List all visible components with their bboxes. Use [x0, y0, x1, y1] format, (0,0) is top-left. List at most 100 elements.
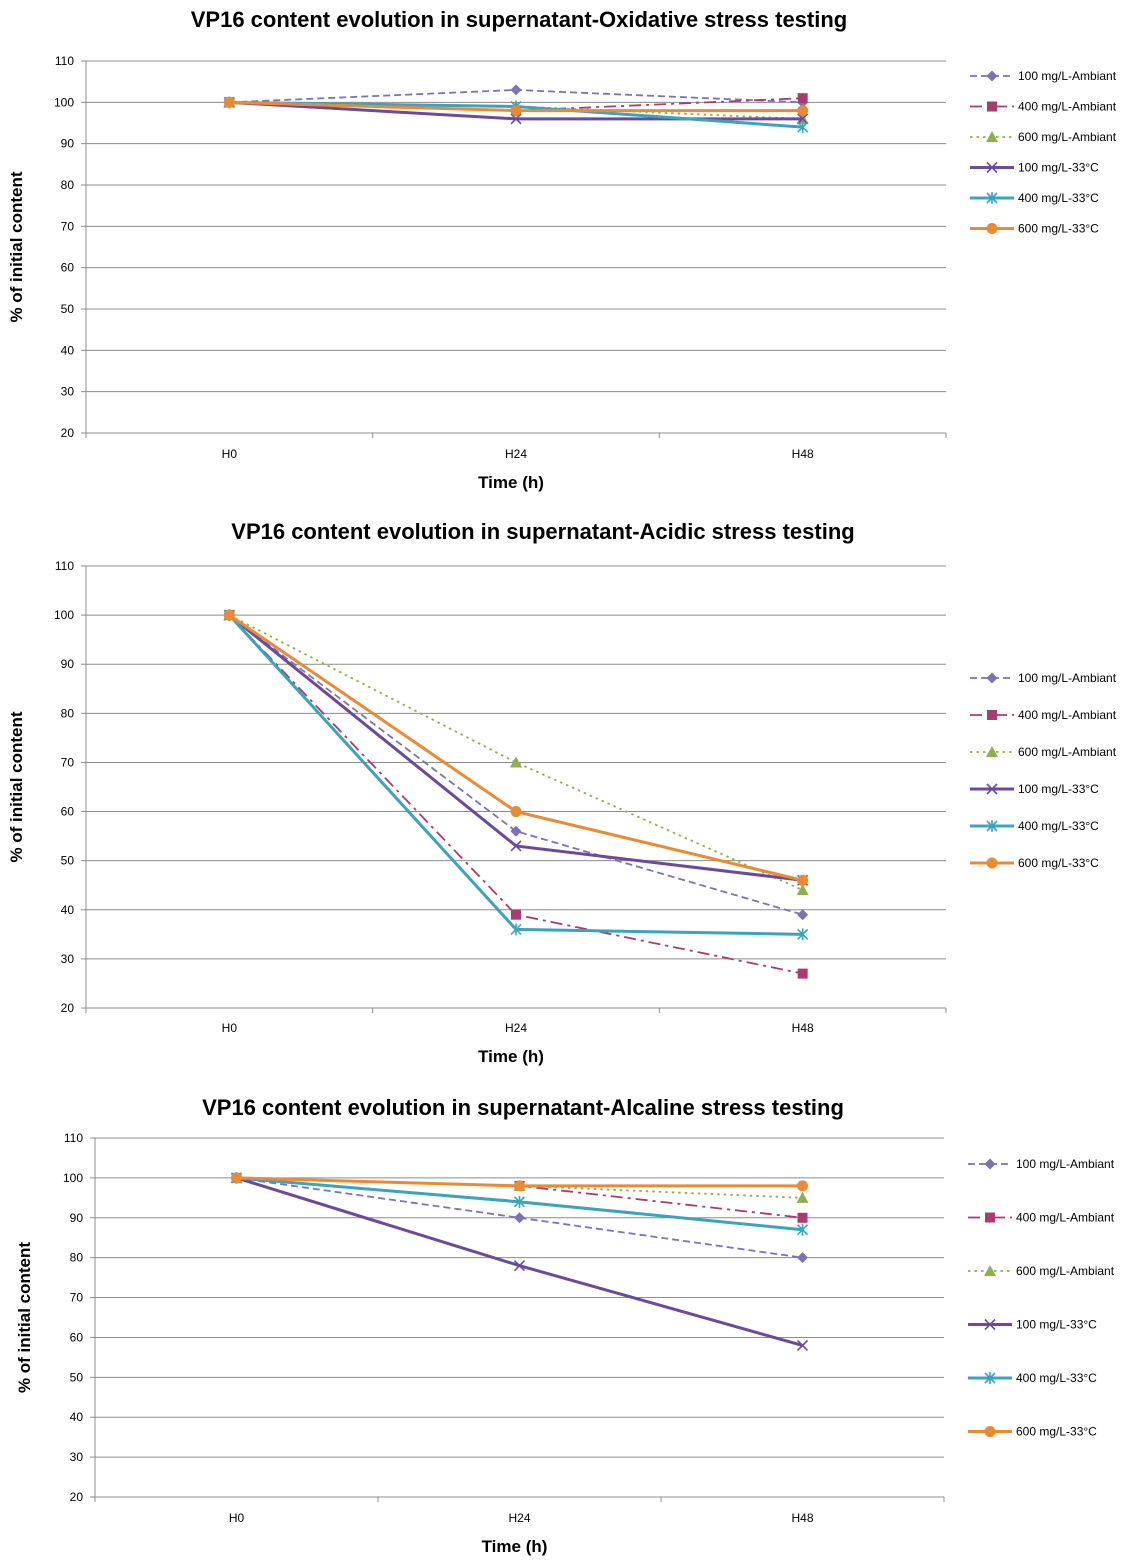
- chart-title: VP16 content evolution in supernatant-Ac…: [231, 519, 854, 544]
- chart-1: VP16 content evolution in supernatant-Ac…: [7, 519, 1117, 1066]
- data-point-marker: [510, 105, 522, 117]
- legend-marker: [986, 820, 998, 832]
- data-point-marker: [511, 909, 521, 920]
- series-2: [223, 609, 809, 896]
- y-tick-label: 30: [61, 385, 75, 399]
- data-point-marker: [514, 1212, 525, 1224]
- data-point-marker: [797, 1212, 808, 1223]
- y-tick-label: 70: [61, 219, 75, 233]
- y-tick-label: 100: [54, 608, 74, 622]
- legend-label: 600 mg/L-Ambiant: [1018, 130, 1117, 144]
- y-tick-label: 20: [70, 1490, 84, 1504]
- series-line: [228, 614, 804, 891]
- series-3: [223, 609, 809, 886]
- data-point-marker: [510, 840, 522, 852]
- legend-label: 600 mg/L-33°C: [1016, 1425, 1097, 1439]
- data-point-marker: [796, 1223, 809, 1236]
- data-point-marker: [797, 1252, 808, 1264]
- legend-marker: [985, 1212, 995, 1223]
- data-point-marker: [797, 928, 809, 941]
- x-tick-label: H0: [229, 1511, 245, 1525]
- y-tick-label: 80: [70, 1251, 84, 1265]
- legend-marker: [986, 161, 998, 174]
- data-point-marker: [223, 609, 235, 621]
- y-axis-label: % of initial content: [7, 171, 26, 322]
- x-axis-label: Time (h): [478, 473, 544, 492]
- series-line: [228, 614, 803, 936]
- chart-2: VP16 content evolution in supernatant-Al…: [15, 1095, 1115, 1556]
- chart-title: VP16 content evolution in supernatant-Ox…: [191, 7, 847, 32]
- chart-0: VP16 content evolution in supernatant-Ox…: [7, 7, 1117, 492]
- y-tick-label: 60: [70, 1330, 84, 1344]
- y-tick-label: 110: [55, 54, 74, 68]
- x-axis-label: Time (h): [478, 1047, 544, 1066]
- legend-marker: [986, 131, 998, 142]
- y-axis-label: % of initial content: [7, 711, 26, 862]
- y-tick-label: 70: [70, 1291, 84, 1305]
- legend-label: 600 mg/L-Ambiant: [1018, 745, 1117, 759]
- legend-marker: [984, 1372, 996, 1384]
- legend-label: 400 mg/L-33°C: [1016, 1371, 1097, 1385]
- y-tick-label: 30: [61, 952, 75, 966]
- x-tick-label: H48: [791, 1511, 813, 1525]
- legend-label: 400 mg/L-Ambiant: [1018, 100, 1117, 114]
- series-line: [228, 614, 803, 975]
- series-5: [223, 609, 809, 886]
- legend-label: 100 mg/L-33°C: [1018, 782, 1099, 796]
- x-axis-label: Time (h): [482, 1537, 548, 1556]
- legend-marker: [986, 746, 998, 757]
- data-point-marker: [797, 909, 809, 921]
- legend-marker: [986, 783, 998, 795]
- y-tick-label: 20: [61, 1001, 75, 1015]
- data-point-marker: [514, 1180, 525, 1192]
- y-tick-label: 70: [61, 755, 75, 769]
- y-tick-label: 100: [54, 95, 74, 109]
- y-tick-label: 90: [70, 1211, 84, 1225]
- y-tick-label: 80: [61, 178, 75, 192]
- y-tick-label: 20: [61, 426, 75, 440]
- y-tick-label: 50: [70, 1370, 84, 1384]
- legend-label: 600 mg/L-33°C: [1018, 222, 1099, 236]
- data-point-marker: [797, 93, 808, 104]
- legend-label: 400 mg/L-33°C: [1018, 191, 1099, 205]
- y-tick-label: 90: [61, 137, 75, 151]
- y-tick-label: 80: [61, 706, 75, 720]
- data-point-marker: [510, 825, 522, 837]
- chart-title: VP16 content evolution in supernatant-Al…: [202, 1095, 844, 1120]
- legend-marker: [987, 101, 997, 112]
- y-tick-label: 100: [63, 1171, 83, 1185]
- y-tick-label: 50: [61, 302, 75, 316]
- series-4: [223, 609, 809, 941]
- legend-label: 100 mg/L-Ambiant: [1018, 69, 1117, 83]
- legend: 100 mg/L-Ambiant 400 mg/L-Ambiant 600 mg/L…: [970, 671, 1117, 870]
- legend-marker: [986, 223, 998, 234]
- x-tick-label: H24: [508, 1511, 530, 1525]
- x-tick-label: H0: [222, 447, 238, 461]
- data-point-marker: [231, 1172, 242, 1184]
- data-point-marker: [796, 1191, 809, 1203]
- data-point-marker: [797, 105, 809, 117]
- data-point-marker: [796, 884, 809, 896]
- y-tick-label: 30: [70, 1450, 84, 1464]
- legend-marker: [987, 710, 997, 720]
- legend-label: 100 mg/L-Ambiant: [1018, 671, 1117, 685]
- legend-marker: [984, 1158, 996, 1170]
- legend-marker: [986, 857, 998, 869]
- data-point-marker: [797, 1180, 808, 1192]
- data-point-marker: [796, 1339, 809, 1351]
- y-tick-label: 60: [61, 805, 75, 819]
- data-point-marker: [797, 874, 809, 886]
- data-point-marker: [797, 121, 809, 134]
- y-tick-label: 50: [61, 854, 75, 868]
- data-point-marker: [797, 968, 808, 979]
- data-point-marker: [513, 1195, 526, 1208]
- x-tick-label: H24: [505, 447, 527, 461]
- y-tick-label: 110: [64, 1131, 83, 1145]
- y-tick-label: 40: [61, 343, 75, 357]
- legend: 100 mg/L-Ambiant 400 mg/L-Ambiant 600 mg/L…: [970, 69, 1117, 236]
- y-tick-label: 40: [70, 1410, 84, 1424]
- data-point-marker: [797, 113, 809, 125]
- series-5: [223, 96, 809, 117]
- x-tick-label: H48: [792, 447, 814, 461]
